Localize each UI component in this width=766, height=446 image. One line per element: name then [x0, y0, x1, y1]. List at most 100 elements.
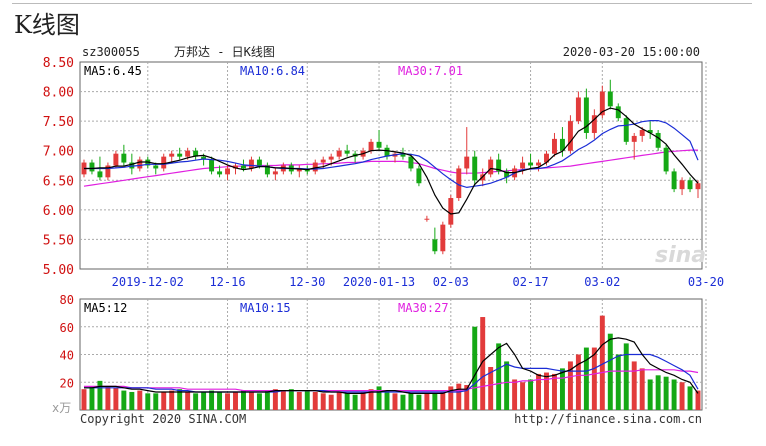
- volume-bar: [440, 391, 446, 410]
- volume-bar: [145, 393, 151, 410]
- candle-body: [575, 97, 581, 122]
- volume-bar: [288, 389, 294, 410]
- volume-bar: [464, 385, 470, 410]
- price-grid: [80, 62, 707, 269]
- volume-bar: [105, 386, 111, 410]
- volume-bar: [655, 375, 661, 410]
- candle-body: [440, 224, 446, 252]
- volume-bar: [360, 391, 366, 410]
- volume-bar: [81, 389, 87, 410]
- candle-body: [488, 159, 494, 175]
- volume-bar: [591, 347, 597, 410]
- volume-ma30-line: [84, 369, 699, 392]
- candle-body: [97, 171, 103, 178]
- candle-body: [520, 162, 526, 169]
- candle-body: [504, 171, 510, 178]
- volume-bar: [137, 390, 143, 410]
- candle-body: [544, 153, 549, 163]
- candle-body: [464, 156, 470, 169]
- volume-bar: [671, 379, 677, 410]
- volume-bar: [623, 343, 629, 410]
- volume-bar: [512, 379, 518, 410]
- candle-body: [432, 239, 438, 252]
- volume-bar: [424, 393, 430, 410]
- volume-tick-label: 20: [60, 376, 74, 390]
- volume-bar: [552, 373, 557, 410]
- date-x-axis: 2019-12-02 12-16 12-30 2020-01-13 02-03 02-17…: [112, 275, 724, 289]
- date-tick-label: 2019-12-02: [112, 275, 184, 289]
- price-tick-label: 5.50: [43, 233, 74, 248]
- volume-bar: [217, 391, 223, 410]
- volume-bar: [97, 380, 103, 410]
- legend-ma10-value: 6.84: [276, 64, 305, 78]
- volume-bar: [679, 382, 685, 410]
- ma-lines-group: [84, 107, 699, 215]
- legend-ma5-price: MA5:6.45: [84, 64, 142, 78]
- volume-bar: [209, 390, 215, 410]
- candle-body: [81, 162, 87, 175]
- candle-body: [312, 162, 318, 172]
- candle-body: [456, 168, 462, 199]
- volume-bar: [472, 326, 478, 410]
- volume-bars-group: [81, 315, 701, 410]
- volume-bar: [264, 390, 270, 410]
- source-url: http://finance.sina.com.cn: [514, 412, 702, 426]
- chart-title: 万邦达 - 日K线图: [174, 45, 275, 59]
- legend-ma10-price: MA10:6.84: [240, 64, 305, 78]
- symbol-code: sz300055: [82, 45, 140, 59]
- volume-bar: [312, 391, 318, 410]
- price-tick-label: 8.00: [43, 86, 74, 101]
- sina-watermark: sina: [655, 243, 706, 268]
- candle-body: [225, 168, 230, 175]
- copyright-text: Copyright 2020 SINA.COM: [80, 412, 246, 426]
- vol-legend-ma30-value: 27: [434, 301, 448, 315]
- candle-body: [472, 156, 478, 181]
- datetime-stamp: 2020-03-20 15:00:00: [563, 45, 700, 59]
- volume-bar: [448, 386, 454, 410]
- vol-legend-ma30-label: MA30:: [398, 301, 434, 315]
- volume-bar: [177, 389, 183, 410]
- candle-body: [185, 150, 191, 157]
- ma5-line: [84, 107, 699, 215]
- date-tick-label: 03-02: [584, 275, 620, 289]
- price-tick-label: 7.00: [43, 145, 74, 160]
- volume-bar: [432, 393, 438, 410]
- candle-body: [256, 159, 262, 166]
- volume-bar: [241, 390, 246, 410]
- volume-bar: [89, 386, 95, 410]
- date-tick-label: 03-20: [688, 275, 724, 289]
- vol-legend-ma10-label: MA10:: [240, 301, 276, 315]
- legend-ma30-price: MA30:7.01: [398, 64, 463, 78]
- volume-bar: [121, 390, 127, 410]
- date-tick-label: 02-03: [433, 275, 469, 289]
- volume-bar: [615, 354, 621, 410]
- volume-bar: [607, 333, 613, 410]
- volume-bar: [408, 393, 414, 410]
- volume-bar: [488, 366, 494, 410]
- volume-bar: [256, 393, 262, 410]
- volume-bar: [304, 390, 310, 410]
- volume-bar: [161, 391, 167, 410]
- candle-body: [272, 171, 278, 175]
- candle-body: [296, 168, 302, 172]
- price-tick-label: 6.50: [43, 174, 74, 189]
- candle-body: [528, 162, 534, 166]
- legend-ma30-value: 7.01: [434, 64, 463, 78]
- volume-bar: [384, 390, 390, 410]
- volume-bar: [575, 354, 581, 410]
- candle-body: [177, 153, 183, 157]
- candle-body: [448, 198, 454, 225]
- volume-bar: [639, 368, 645, 410]
- vol-legend-ma10-value: 15: [276, 301, 290, 315]
- volume-bar: [647, 379, 653, 410]
- volume-bar: [272, 389, 278, 410]
- candle-body: [631, 135, 637, 142]
- date-tick-label: 2020-01-13: [343, 275, 415, 289]
- candle-body: [583, 97, 589, 133]
- volume-bar: [400, 394, 406, 410]
- volume-bar: [352, 394, 358, 410]
- candle-body: [217, 171, 223, 175]
- legend-ma5-label: MA5:: [84, 64, 113, 78]
- candle-body: [687, 180, 693, 190]
- volume-bar: [376, 386, 382, 410]
